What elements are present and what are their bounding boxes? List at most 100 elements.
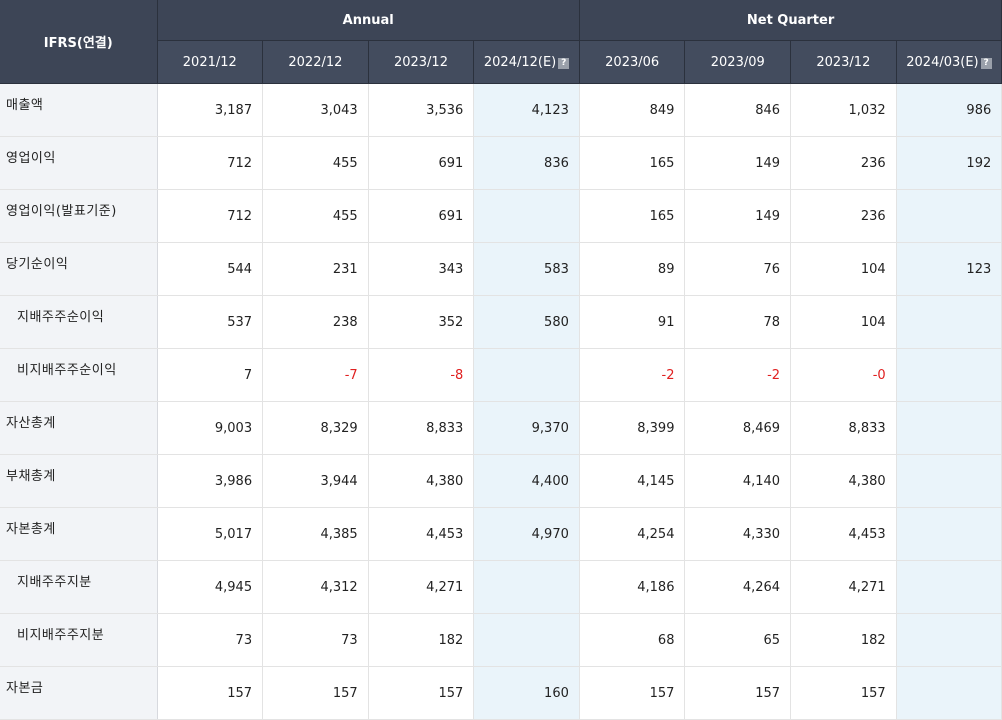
table-row: 지배주주순이익 537 238 352 580 91 78 104 bbox=[0, 295, 1002, 349]
table-cell: 4,400 bbox=[473, 454, 580, 508]
table-row: 당기순이익 544 231 343 583 89 76 104 123 bbox=[0, 242, 1002, 296]
table-cell: 352 bbox=[368, 295, 475, 349]
table-cell: 4,380 bbox=[790, 454, 897, 508]
table-cell: 8,329 bbox=[262, 401, 369, 455]
table-cell: 89 bbox=[579, 242, 686, 296]
table-cell: 182 bbox=[790, 613, 897, 667]
table-row: 자본금 157 157 157 160 157 157 157 bbox=[0, 666, 1002, 720]
table-cell: 149 bbox=[684, 136, 792, 190]
row-label: 자본금 bbox=[0, 666, 158, 720]
table-cell bbox=[896, 295, 1002, 349]
table-cell: 712 bbox=[157, 136, 264, 190]
table-cell: 455 bbox=[262, 189, 369, 243]
period-header: 2021/12 bbox=[157, 40, 264, 84]
table-cell: 1,032 bbox=[790, 83, 897, 137]
table-cell: 986 bbox=[896, 83, 1002, 137]
table-cell: 846 bbox=[684, 83, 792, 137]
table-cell: 5,017 bbox=[157, 507, 264, 561]
table-cell bbox=[473, 613, 580, 667]
table-cell bbox=[896, 560, 1002, 614]
table-cell: -7 bbox=[262, 348, 369, 402]
table-cell: 123 bbox=[896, 242, 1002, 296]
table-cell: 7 bbox=[157, 348, 264, 402]
table-cell: 238 bbox=[262, 295, 369, 349]
table-cell: 192 bbox=[896, 136, 1002, 190]
table-body: 매출액 3,187 3,043 3,536 4,123 849 846 1,032 986 영업이… bbox=[0, 83, 1002, 720]
table-cell: 691 bbox=[368, 136, 475, 190]
row-label: 매출액 bbox=[0, 83, 158, 137]
row-label: 지배주주지분 bbox=[0, 560, 158, 614]
table-cell bbox=[473, 189, 580, 243]
table-row: 지배주주지분 4,945 4,312 4,271 4,186 4,264 4,271 bbox=[0, 560, 1002, 614]
period-header: 2022/12 bbox=[262, 40, 369, 84]
table-row: 비지배주주순이익 7 -7 -8 -2 -2 -0 bbox=[0, 348, 1002, 402]
row-label: 비지배주주지분 bbox=[0, 613, 158, 667]
table-cell: 157 bbox=[157, 666, 264, 720]
table-row: 영업이익 712 455 691 836 165 149 236 192 bbox=[0, 136, 1002, 190]
row-label: 지배주주순이익 bbox=[0, 295, 158, 349]
table-cell: 165 bbox=[579, 189, 686, 243]
table-cell: 4,970 bbox=[473, 507, 580, 561]
table-cell: 343 bbox=[368, 242, 475, 296]
table-cell bbox=[896, 401, 1002, 455]
table-cell: -0 bbox=[790, 348, 897, 402]
table-cell bbox=[896, 666, 1002, 720]
table-cell: 3,043 bbox=[262, 83, 369, 137]
row-label: 영업이익 bbox=[0, 136, 158, 190]
row-label: 자산총계 bbox=[0, 401, 158, 455]
table-cell: 157 bbox=[579, 666, 686, 720]
table-cell bbox=[896, 348, 1002, 402]
row-label: 비지배주주순이익 bbox=[0, 348, 158, 402]
table-cell: -2 bbox=[579, 348, 686, 402]
table-cell: 4,945 bbox=[157, 560, 264, 614]
table-cell bbox=[896, 507, 1002, 561]
table-cell: 712 bbox=[157, 189, 264, 243]
annual-group-header: Annual bbox=[157, 0, 580, 41]
row-label: 당기순이익 bbox=[0, 242, 158, 296]
table-cell: 9,370 bbox=[473, 401, 580, 455]
table-cell: 104 bbox=[790, 295, 897, 349]
table-cell: 149 bbox=[684, 189, 792, 243]
help-icon[interactable]: ? bbox=[980, 57, 992, 69]
table-cell: 849 bbox=[579, 83, 686, 137]
table-cell: 165 bbox=[579, 136, 686, 190]
table-cell: 157 bbox=[790, 666, 897, 720]
table-cell: 836 bbox=[473, 136, 580, 190]
table-cell: 3,536 bbox=[368, 83, 475, 137]
table-cell: 4,186 bbox=[579, 560, 686, 614]
table-cell: 4,123 bbox=[473, 83, 580, 137]
table-cell: 4,271 bbox=[368, 560, 475, 614]
row-label: 자본총계 bbox=[0, 507, 158, 561]
period-header-estimate: 2024/03(E)? bbox=[896, 40, 1002, 84]
period-header: 2023/12 bbox=[368, 40, 475, 84]
table-cell: 73 bbox=[157, 613, 264, 667]
table-cell: 4,145 bbox=[579, 454, 686, 508]
table-cell: 4,385 bbox=[262, 507, 369, 561]
period-header-estimate: 2024/12(E)? bbox=[473, 40, 580, 84]
table-cell: 4,330 bbox=[684, 507, 792, 561]
table-cell: 236 bbox=[790, 189, 897, 243]
table-cell bbox=[473, 348, 580, 402]
period-header: 2023/12 bbox=[790, 40, 897, 84]
table-cell bbox=[473, 560, 580, 614]
table-cell: 544 bbox=[157, 242, 264, 296]
table-cell: 91 bbox=[579, 295, 686, 349]
table-cell: 3,986 bbox=[157, 454, 264, 508]
table-cell: 8,833 bbox=[790, 401, 897, 455]
table-row: 비지배주주지분 73 73 182 68 65 182 bbox=[0, 613, 1002, 667]
period-header: 2023/06 bbox=[579, 40, 686, 84]
table-cell: 583 bbox=[473, 242, 580, 296]
table-row: 매출액 3,187 3,043 3,536 4,123 849 846 1,032 986 bbox=[0, 83, 1002, 137]
period-header: 2023/09 bbox=[684, 40, 792, 84]
table-cell: 4,453 bbox=[368, 507, 475, 561]
table-cell: 65 bbox=[684, 613, 792, 667]
table-row: 자본총계 5,017 4,385 4,453 4,970 4,254 4,330 4,453 bbox=[0, 507, 1002, 561]
table-cell: 157 bbox=[684, 666, 792, 720]
table-cell: 4,312 bbox=[262, 560, 369, 614]
table-cell: 4,453 bbox=[790, 507, 897, 561]
row-label: 부채총계 bbox=[0, 454, 158, 508]
help-icon[interactable]: ? bbox=[558, 57, 570, 69]
table-cell: 157 bbox=[262, 666, 369, 720]
table-row: 부채총계 3,986 3,944 4,380 4,400 4,145 4,140 4,380 bbox=[0, 454, 1002, 508]
